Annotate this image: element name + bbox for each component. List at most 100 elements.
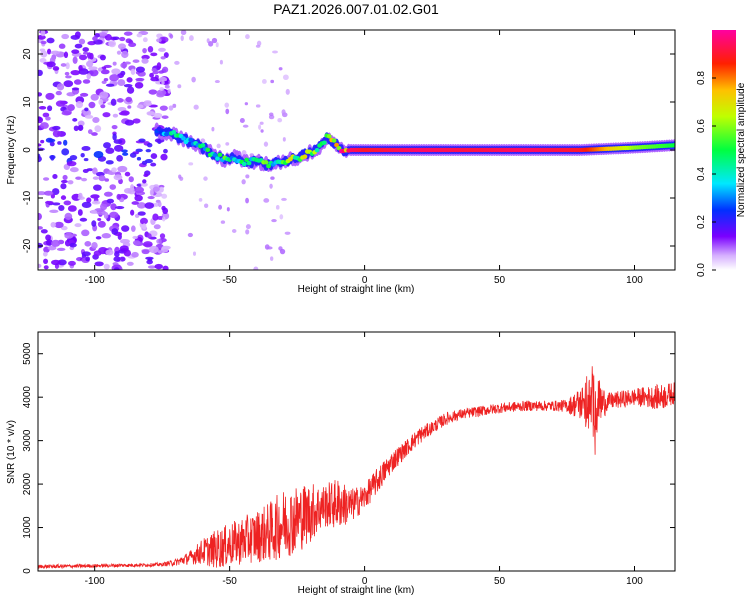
spectrogram-noise-blob bbox=[142, 37, 148, 43]
spectrogram-noise-blob bbox=[92, 167, 98, 175]
spectrogram-noise-blob bbox=[215, 42, 219, 48]
spectrogram-ridge-cell bbox=[244, 157, 250, 163]
snr-y-tick-label: 0 bbox=[22, 568, 33, 574]
spectrogram-x-tick-label: 0 bbox=[362, 275, 368, 286]
spectrogram-noise-blob bbox=[52, 66, 60, 71]
spectrogram-noise-blob bbox=[74, 31, 81, 38]
spectrogram-noise-blob bbox=[67, 205, 77, 212]
spectrogram-noise-blob bbox=[103, 263, 110, 270]
spectrogram-noise-blob bbox=[77, 209, 83, 216]
spectrogram-noise-blob bbox=[63, 139, 68, 146]
spectrogram-noise-blob bbox=[50, 50, 60, 55]
spectrogram-noise-blob bbox=[127, 105, 132, 109]
spectrogram-noise-blob bbox=[242, 124, 249, 128]
colorbar-tick-label: 0.2 bbox=[696, 215, 707, 229]
spectrogram-noise-blob bbox=[147, 258, 153, 262]
spectrogram-noise-blob bbox=[70, 69, 81, 76]
snr-y-tick-label: 2000 bbox=[22, 473, 33, 496]
spectrogram-x-label: Height of straight line (km) bbox=[298, 284, 415, 295]
spectrogram-noise-blob bbox=[103, 211, 109, 219]
spectrogram-noise-blob bbox=[219, 59, 223, 65]
spectrogram-noise-blob bbox=[92, 176, 99, 180]
spectrogram-noise-blob bbox=[278, 67, 283, 71]
spectrogram-noise-blob bbox=[132, 235, 138, 240]
spectrogram-noise-blob bbox=[60, 225, 68, 231]
spectrogram-noise-blob bbox=[244, 102, 249, 106]
spectrogram-noise-blob bbox=[38, 242, 43, 249]
spectrogram-noise-blob bbox=[142, 179, 147, 184]
spectrogram-noise-blob bbox=[156, 38, 162, 43]
spectrogram-noise-blob bbox=[72, 118, 78, 122]
spectrogram-noise-blob bbox=[141, 249, 150, 255]
spectrogram-noise-blob bbox=[135, 66, 145, 73]
spectrogram-noise-blob bbox=[130, 184, 135, 192]
spectrogram-ridge-cell bbox=[217, 152, 223, 158]
spectrogram-noise-blob bbox=[113, 139, 123, 144]
spectrogram-noise-blob bbox=[54, 221, 64, 229]
spectrogram-noise-blob bbox=[263, 141, 269, 147]
spectrogram-noise-blob bbox=[108, 40, 117, 48]
spectrogram-noise-blob bbox=[67, 260, 76, 266]
spectrogram-noise-blob bbox=[58, 204, 65, 211]
spectrogram-noise-blob bbox=[89, 69, 99, 77]
spectrogram-y-tick-label: -10 bbox=[22, 190, 33, 205]
spectrogram-noise-blob bbox=[153, 112, 163, 119]
spectrogram-noise-blob bbox=[259, 121, 264, 125]
spectrogram-noise-blob bbox=[131, 201, 139, 205]
spectrogram-ridge-cell bbox=[334, 142, 339, 148]
spectrogram-noise-blob bbox=[156, 89, 167, 96]
snr-plot: -100 -50 0 50 100 0 1000 2000 3000 4000 5000 Heig… bbox=[6, 331, 676, 596]
spectrogram-noise-blob bbox=[245, 224, 251, 230]
spectrogram-noise-blob bbox=[82, 79, 91, 84]
spectrogram-noise-blob bbox=[55, 100, 66, 107]
spectrogram-noise-blob bbox=[112, 113, 119, 118]
spectrogram-noise-blob bbox=[147, 45, 154, 53]
spectrogram-noise-blob bbox=[134, 194, 143, 202]
snr-y-label: SNR (10 * v/v) bbox=[6, 420, 17, 484]
spectrogram-noise-blob bbox=[61, 148, 70, 156]
spectrogram-noise-blob bbox=[178, 174, 182, 179]
spectrogram-noise-blob bbox=[123, 249, 132, 257]
spectrogram-noise-blob bbox=[97, 220, 106, 228]
spectrogram-noise-blob bbox=[144, 202, 155, 209]
spectrogram-noise-blob bbox=[63, 80, 74, 88]
spectrogram-noise-blob bbox=[100, 202, 108, 211]
spectrogram-noise-blob bbox=[46, 239, 53, 246]
spectrogram-noise-blob bbox=[77, 120, 85, 127]
spectrogram-noise-blob bbox=[146, 142, 153, 148]
spectrogram-noise-blob bbox=[126, 261, 134, 266]
spectrogram-noise-blob bbox=[285, 88, 290, 95]
spectrogram-noise-blob bbox=[140, 217, 148, 225]
spectrogram-noise-blob bbox=[79, 54, 88, 61]
spectrogram-noise-blob bbox=[56, 247, 66, 252]
spectrogram-noise-blob bbox=[52, 130, 62, 138]
spectrogram-noise-blob bbox=[97, 217, 102, 222]
spectrogram-noise-blob bbox=[208, 41, 214, 47]
spectrogram-noise-blob bbox=[81, 201, 92, 208]
spectrogram-noise-blob bbox=[81, 145, 91, 151]
spectrogram-noise-blob bbox=[121, 149, 128, 153]
spectrogram-noise-blob bbox=[245, 34, 250, 40]
snr-frame bbox=[37, 331, 676, 572]
spectrogram-noise-blob bbox=[69, 242, 77, 248]
spectrogram-noise-blob bbox=[74, 223, 82, 228]
spectrogram-noise-blob bbox=[81, 251, 91, 257]
spectrogram-noise-blob bbox=[111, 228, 119, 235]
spectrogram-noise-blob bbox=[52, 174, 58, 179]
spectrogram-noise-blob bbox=[169, 34, 174, 39]
spectrogram-noise-blob bbox=[39, 58, 47, 63]
spectrogram-noise-blob bbox=[105, 160, 114, 165]
spectrogram-noise-blob bbox=[71, 49, 80, 54]
spectrogram-noise-blob bbox=[105, 249, 114, 256]
spectrogram-noise-blob bbox=[87, 129, 93, 135]
spectrogram-noise-blob bbox=[38, 105, 47, 110]
spectrogram-noise-blob bbox=[38, 155, 42, 163]
spectrogram-noise-blob bbox=[160, 153, 168, 161]
spectrogram-noise-blob bbox=[161, 205, 166, 211]
spectrogram-noise-blob bbox=[158, 76, 168, 82]
spectrogram-noise-blob bbox=[112, 36, 120, 41]
spectrogram-noise-blob bbox=[203, 203, 209, 209]
spectrogram-noise-blob bbox=[38, 263, 42, 268]
snr-x-tick-label: -100 bbox=[85, 576, 105, 587]
